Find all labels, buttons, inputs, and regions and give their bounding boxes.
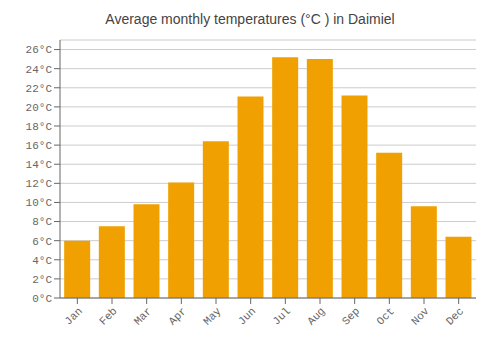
svg-text:Jul: Jul <box>270 305 292 327</box>
svg-text:Sep: Sep <box>340 305 362 327</box>
svg-text:18°C: 18°C <box>26 121 53 133</box>
svg-text:Nov: Nov <box>409 305 432 328</box>
svg-text:20°C: 20°C <box>26 102 53 114</box>
svg-text:24°C: 24°C <box>26 64 53 76</box>
svg-text:Dec: Dec <box>444 305 466 327</box>
svg-text:Jan: Jan <box>62 305 84 327</box>
svg-text:12°C: 12°C <box>26 178 53 190</box>
svg-text:Aug: Aug <box>305 305 327 327</box>
svg-text:6°C: 6°C <box>32 236 52 248</box>
svg-text:2°C: 2°C <box>32 274 52 286</box>
svg-text:22°C: 22°C <box>26 83 53 95</box>
svg-text:4°C: 4°C <box>32 255 52 267</box>
svg-text:Jun: Jun <box>236 305 258 327</box>
html-text:Average monthly temperatures (: Average monthly temperatures (°C ) in Da… <box>105 11 395 27</box>
svg-text:Feb: Feb <box>97 305 119 327</box>
svg-text:16°C: 16°C <box>26 140 53 152</box>
svg-text:Mar: Mar <box>132 305 154 327</box>
svg-text:8°C: 8°C <box>32 216 52 228</box>
svg-text:14°C: 14°C <box>26 159 53 171</box>
svg-text:26°C: 26°C <box>26 44 53 56</box>
svg-text:Oct: Oct <box>374 305 396 327</box>
svg-text:Apr: Apr <box>166 305 188 327</box>
svg-text:0°C: 0°C <box>32 293 52 305</box>
svg-text:May: May <box>201 305 224 328</box>
svg-text:10°C: 10°C <box>26 197 53 209</box>
